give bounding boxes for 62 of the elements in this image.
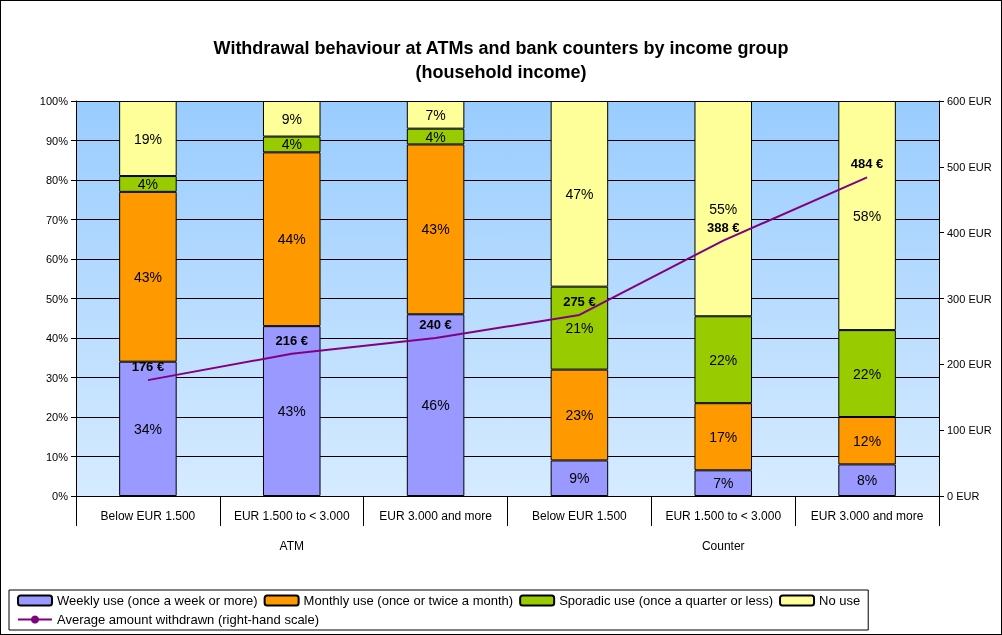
legend-label: No use — [819, 593, 861, 608]
y2-tick-label: 100 EUR — [947, 424, 992, 437]
data-label: 17% — [709, 428, 738, 445]
y2-tick-label: 400 EUR — [947, 226, 992, 239]
data-label: 176 € — [131, 359, 165, 375]
data-label: 8% — [856, 472, 878, 489]
y-tick-label: 100% — [39, 95, 69, 107]
x-tick-label: EUR 3.000 and more — [379, 509, 493, 523]
data-label: 388 € — [706, 219, 740, 235]
data-label: 43% — [421, 221, 450, 238]
data-label: 9% — [281, 110, 302, 127]
legend-label: Weekly use (once a week or more) — [57, 593, 258, 608]
data-label: 19% — [133, 130, 162, 147]
data-label: 4% — [281, 136, 302, 153]
data-label: 22% — [709, 351, 738, 368]
x-tick-label: Below EUR 1.500 — [532, 509, 628, 523]
y-tick-label: 30% — [45, 371, 69, 384]
data-label: 21% — [565, 320, 594, 337]
chart-title: Withdrawal behaviour at ATMs and bank counters by income group (household income) — [213, 38, 789, 82]
data-label: 43% — [277, 403, 306, 420]
data-label: 7% — [713, 475, 734, 492]
y2-tick-label: 500 EUR — [947, 160, 992, 173]
data-label: 23% — [565, 407, 594, 424]
text: ATM — [279, 539, 304, 553]
data-label: 12% — [853, 432, 882, 449]
data-label: 240 € — [419, 317, 452, 332]
x-tick-label: EUR 1.500 to < 3.000 — [233, 509, 350, 523]
data-label: 22% — [853, 365, 882, 382]
y-tick-label: 70% — [45, 213, 69, 226]
x-tick-label: Below EUR 1.500 — [100, 509, 196, 523]
y2-tick-label: 300 EUR — [947, 292, 992, 305]
y2-tick-label: 0 EUR — [947, 490, 980, 502]
y-tick-label: 0% — [52, 490, 69, 502]
data-label: 43% — [133, 268, 162, 285]
y2-tick-label: 200 EUR — [947, 358, 992, 371]
data-label: 9% — [569, 470, 590, 487]
data-label: 44% — [277, 231, 306, 248]
data-label: 4% — [425, 128, 446, 145]
y-tick-label: 50% — [45, 292, 69, 305]
data-label: 47% — [565, 185, 594, 202]
text: Counter — [701, 539, 745, 553]
data-label: 216 € — [275, 332, 309, 348]
data-label: 4% — [137, 175, 159, 192]
y-tick-label: 10% — [45, 450, 69, 463]
y-tick-label: 80% — [45, 174, 69, 186]
y-tick-label: 90% — [45, 134, 69, 147]
data-label: 46% — [421, 397, 450, 414]
y-tick-label: 20% — [45, 411, 69, 423]
legend-label: Average amount withdrawn (right-hand scale) — [57, 612, 320, 627]
x-tick-label: EUR 3.000 and more — [810, 509, 924, 523]
data-label: 275 € — [563, 293, 596, 309]
data-label: 34% — [133, 420, 162, 437]
legend-label: Sporadic use (once a quarter or less) — [559, 593, 774, 608]
legend-label: Monthly use (once or twice a month) — [303, 593, 514, 608]
x-tick-label: EUR 1.500 to < 3.000 — [665, 509, 782, 523]
data-label: 55% — [709, 200, 738, 217]
y2-tick-label: 600 EUR — [947, 95, 992, 107]
data-label: 58% — [853, 207, 882, 224]
y-tick-label: 40% — [45, 332, 69, 344]
data-label: 7% — [425, 106, 446, 123]
y-tick-label: 60% — [45, 253, 69, 265]
data-label: 484 € — [850, 156, 884, 172]
